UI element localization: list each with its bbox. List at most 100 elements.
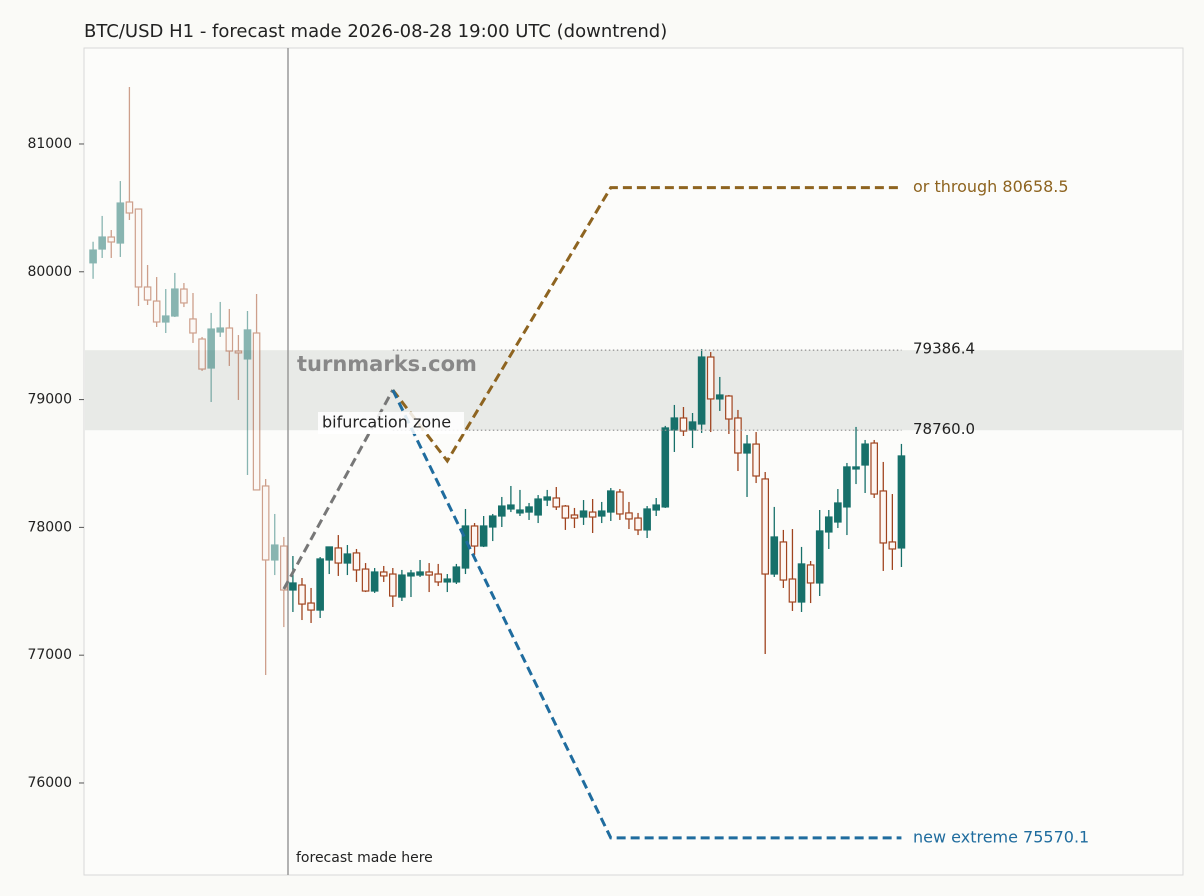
candle-body bbox=[897, 455, 906, 549]
candle-body bbox=[679, 417, 688, 432]
candle-body bbox=[198, 338, 206, 370]
candle-body bbox=[670, 417, 679, 431]
candle bbox=[788, 529, 797, 611]
plot-area bbox=[83, 47, 1184, 876]
candle-body bbox=[361, 568, 370, 592]
candle-body bbox=[561, 505, 570, 519]
candle-body bbox=[661, 427, 670, 508]
candle-body bbox=[443, 578, 452, 583]
candle-body bbox=[843, 466, 851, 508]
candle bbox=[634, 512, 642, 536]
candle bbox=[443, 574, 452, 593]
candle-body bbox=[498, 505, 506, 517]
y-tick-label: 79000 bbox=[27, 392, 72, 408]
level-label: 78760.0 bbox=[913, 420, 975, 438]
candle bbox=[261, 478, 270, 675]
candle bbox=[334, 535, 343, 576]
zone-label: bifurcation zone bbox=[322, 413, 451, 432]
candle bbox=[216, 301, 225, 337]
candle-body bbox=[316, 558, 324, 611]
candle bbox=[189, 292, 197, 343]
candle-body bbox=[752, 443, 760, 477]
candle-body bbox=[89, 249, 97, 264]
candle bbox=[498, 496, 506, 527]
candle bbox=[843, 462, 851, 536]
candle-body bbox=[470, 525, 479, 547]
candle-body bbox=[625, 512, 633, 520]
candle bbox=[643, 506, 651, 538]
candle bbox=[134, 208, 143, 307]
candle-body bbox=[434, 573, 443, 583]
candle bbox=[697, 348, 706, 433]
candle bbox=[307, 587, 315, 623]
candle bbox=[834, 489, 842, 529]
candle-body bbox=[107, 236, 116, 243]
candle-body bbox=[643, 508, 651, 531]
candle bbox=[434, 563, 443, 587]
level-label: 79386.4 bbox=[913, 340, 975, 358]
candle bbox=[379, 565, 388, 582]
candle bbox=[652, 497, 661, 517]
candle-body bbox=[116, 202, 125, 244]
candle bbox=[234, 335, 243, 400]
candle bbox=[198, 336, 206, 371]
candle-body bbox=[824, 516, 833, 533]
candle bbox=[852, 426, 860, 485]
candle-body bbox=[788, 578, 797, 603]
candle-body bbox=[280, 545, 288, 591]
candle bbox=[552, 486, 561, 511]
candle bbox=[407, 569, 415, 598]
candle-body bbox=[479, 525, 488, 547]
candle-body bbox=[407, 572, 415, 577]
candle-body bbox=[398, 574, 406, 598]
candle bbox=[897, 443, 906, 567]
candle bbox=[143, 265, 152, 306]
candle-body bbox=[861, 443, 869, 466]
candle-body bbox=[761, 478, 769, 575]
candle bbox=[661, 425, 670, 508]
candle bbox=[488, 513, 497, 542]
candle bbox=[725, 394, 733, 434]
candle-body bbox=[579, 510, 588, 518]
candle bbox=[316, 557, 324, 618]
candle-body bbox=[606, 490, 615, 513]
candle bbox=[180, 283, 188, 308]
candle bbox=[815, 510, 824, 597]
candle bbox=[688, 412, 697, 449]
candle-body bbox=[452, 566, 461, 583]
candle bbox=[625, 501, 633, 530]
candle-body bbox=[161, 315, 170, 323]
candle-body bbox=[207, 328, 215, 369]
candle-body bbox=[734, 417, 742, 454]
candle-body bbox=[688, 421, 697, 431]
candle-body bbox=[98, 236, 106, 250]
candle bbox=[479, 516, 488, 548]
candle bbox=[616, 489, 624, 520]
candle bbox=[507, 485, 515, 513]
y-tick-label: 80000 bbox=[27, 264, 72, 280]
candle bbox=[606, 488, 615, 521]
candle-body bbox=[715, 394, 724, 400]
candle bbox=[870, 439, 878, 498]
candle-body bbox=[216, 327, 225, 333]
candle-body bbox=[298, 584, 306, 605]
candle-body bbox=[270, 544, 279, 561]
candle-body bbox=[325, 546, 334, 561]
candle bbox=[225, 308, 234, 366]
candle bbox=[543, 489, 552, 507]
forecast-label: forecast made here bbox=[296, 850, 433, 866]
candle-body bbox=[252, 332, 261, 491]
candle bbox=[152, 277, 161, 327]
candle bbox=[770, 506, 779, 577]
candle-body bbox=[516, 509, 524, 514]
candle-body bbox=[815, 530, 824, 584]
candle bbox=[98, 215, 106, 258]
candle bbox=[597, 501, 606, 524]
candle bbox=[207, 312, 215, 403]
candle-body bbox=[597, 510, 606, 517]
candle bbox=[879, 461, 888, 571]
candle-body bbox=[888, 541, 897, 550]
candle bbox=[171, 272, 179, 318]
candle bbox=[579, 500, 588, 525]
